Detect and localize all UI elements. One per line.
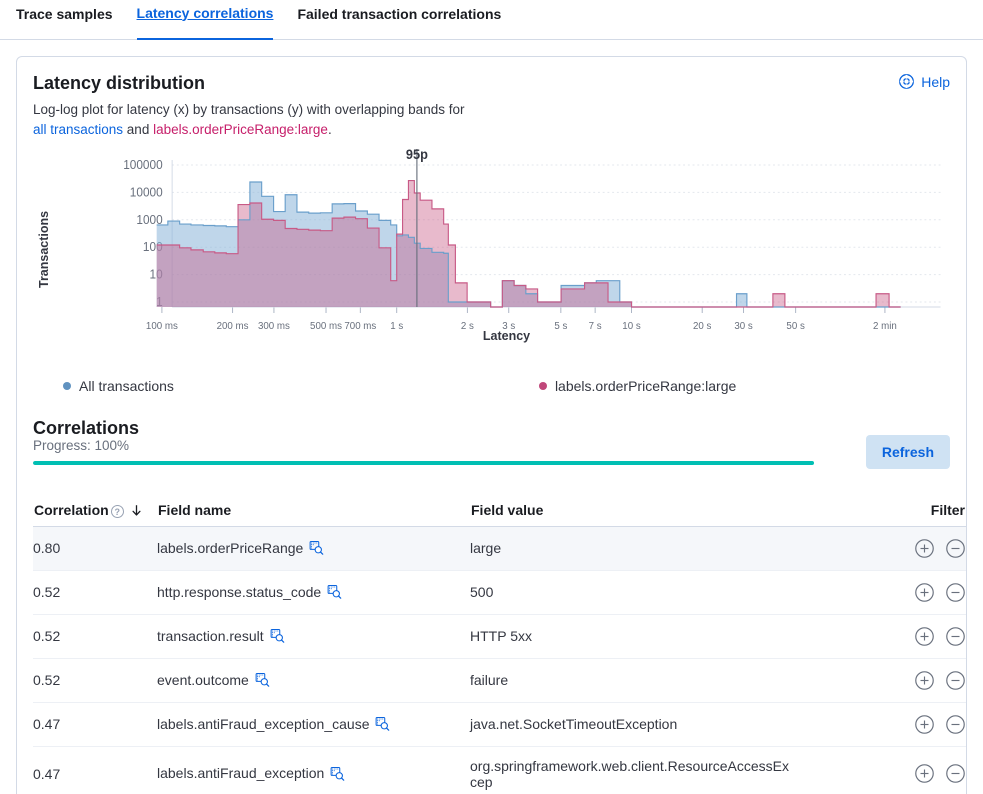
svg-text:20 s: 20 s — [693, 320, 711, 331]
svg-text:100000: 100000 — [123, 157, 163, 171]
svg-text:1 s: 1 s — [390, 320, 403, 331]
svg-text:5 s: 5 s — [554, 320, 567, 331]
svg-text:30 s: 30 s — [734, 320, 752, 331]
svg-text:100 ms: 100 ms — [146, 320, 178, 331]
svg-text:500 ms: 500 ms — [310, 320, 342, 331]
svg-text:7 s: 7 s — [589, 320, 602, 331]
svg-text:95p: 95p — [406, 147, 428, 162]
svg-text:700 ms: 700 ms — [344, 320, 376, 331]
svg-text:10000: 10000 — [130, 185, 163, 199]
svg-text:200 ms: 200 ms — [217, 320, 249, 331]
svg-text:10 s: 10 s — [622, 320, 640, 331]
svg-text:2 min: 2 min — [873, 320, 897, 331]
svg-text:300 ms: 300 ms — [258, 320, 290, 331]
svg-text:50 s: 50 s — [786, 320, 804, 331]
svg-text:2 s: 2 s — [461, 320, 474, 331]
